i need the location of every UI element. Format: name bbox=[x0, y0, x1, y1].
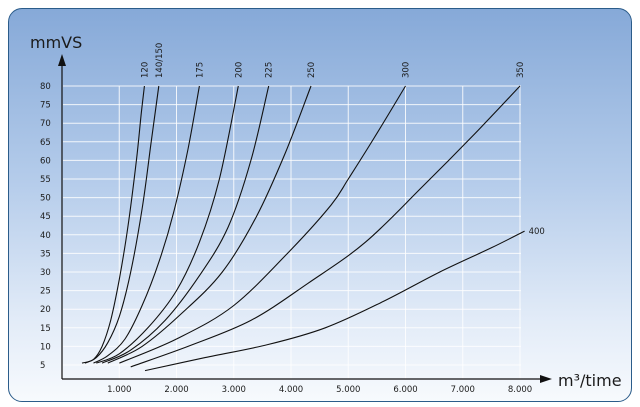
y-tick-label: 70 bbox=[40, 119, 51, 129]
series-label-300: 300 bbox=[402, 62, 412, 78]
x-tick-label: 1.000 bbox=[107, 385, 131, 395]
x-axis-arrow bbox=[540, 375, 552, 383]
series-line-225 bbox=[101, 85, 270, 364]
series-line-120 bbox=[81, 85, 145, 364]
series-line-400 bbox=[144, 230, 525, 372]
series-label-140-150: 140/150 bbox=[155, 43, 165, 78]
chart-panel bbox=[8, 8, 632, 402]
axes bbox=[58, 54, 552, 383]
y-tick-label: 75 bbox=[40, 101, 51, 111]
series-label-200: 200 bbox=[234, 62, 244, 78]
y-tick-label: 80 bbox=[40, 82, 51, 92]
series-label-250: 250 bbox=[307, 62, 317, 78]
y-tick-label: 40 bbox=[40, 231, 51, 241]
y-tick-label: 35 bbox=[40, 249, 51, 259]
series-label-225: 225 bbox=[265, 62, 275, 78]
grid bbox=[63, 85, 521, 379]
series-label-120: 120 bbox=[140, 62, 150, 78]
y-tick-label: 5 bbox=[40, 361, 45, 371]
x-axis-title: m³/time bbox=[558, 371, 622, 390]
x-tick-label: 6.000 bbox=[393, 385, 417, 395]
series-label-400: 400 bbox=[529, 227, 545, 237]
series-label-175: 175 bbox=[195, 62, 205, 78]
curves bbox=[81, 85, 525, 372]
y-axis-arrow bbox=[58, 54, 66, 66]
y-tick-label: 55 bbox=[40, 175, 51, 185]
x-tick-label: 5.000 bbox=[336, 385, 360, 395]
series-line-250 bbox=[107, 85, 312, 364]
y-tick-label: 45 bbox=[40, 212, 51, 222]
y-tick-label: 15 bbox=[40, 324, 51, 334]
y-tick-label: 65 bbox=[40, 138, 51, 148]
y-tick-label: 50 bbox=[40, 194, 51, 204]
x-tick-label: 7.000 bbox=[451, 385, 475, 395]
x-tick-label: 3.000 bbox=[222, 385, 246, 395]
y-tick-label: 30 bbox=[40, 268, 51, 278]
series-label-350: 350 bbox=[516, 62, 526, 78]
y-tick-label: 10 bbox=[40, 342, 51, 352]
x-tick-label: 2.000 bbox=[164, 385, 188, 395]
x-tick-label: 8.000 bbox=[508, 385, 532, 395]
series-line-175 bbox=[93, 85, 200, 364]
y-tick-label: 60 bbox=[40, 156, 51, 166]
series-line-200 bbox=[96, 85, 239, 364]
series-line-300 bbox=[119, 85, 406, 364]
x-tick-label: 4.000 bbox=[279, 385, 303, 395]
series-line-350 bbox=[130, 85, 521, 368]
y-axis-title: mmVS bbox=[30, 33, 82, 52]
series-line-140-150 bbox=[84, 85, 160, 364]
y-tick-label: 20 bbox=[40, 305, 51, 315]
labels: 5 10 15 20 25 30 35 40 45 50 55 60 65 70 75 80 1.000 2.00… bbox=[40, 43, 545, 395]
y-tick-label: 25 bbox=[40, 287, 51, 297]
